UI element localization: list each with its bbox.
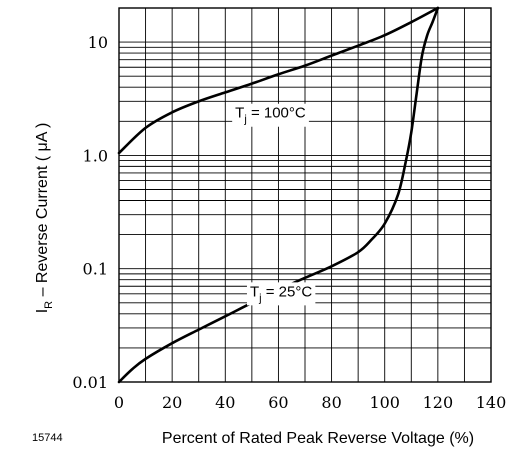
grid-lines [118, 7, 492, 383]
y-tick-label: 10 [88, 33, 108, 52]
curve-label-tj-100c: Tj = 100°C [235, 105, 306, 126]
x-tick-label: 100 [369, 393, 400, 412]
plot-frame [118, 7, 492, 383]
curve-tj-100c [117, 6, 440, 155]
y-axis-label-main: I [34, 309, 51, 313]
y-axis-label-rest: – Reverse Current ( μA ) [34, 123, 51, 301]
x-axis-label: Percent of Rated Peak Reverse Voltage (%… [162, 430, 474, 447]
y-axis-label-sub: R [43, 301, 55, 309]
data-curves [117, 6, 440, 384]
x-tick-label: 60 [268, 393, 288, 412]
y-tick-labels: 0.01 0.1 1.0 10 [72, 33, 108, 392]
curve-label-bg [246, 282, 316, 306]
curve-labels: Tj = 100°C Tj = 25°C [232, 103, 316, 306]
figure-id: 15744 [32, 432, 63, 444]
y-tick-label: 0.1 [83, 260, 108, 279]
x-tick-label: 140 [476, 393, 507, 412]
curve-label-bg [232, 103, 309, 127]
x-tick-label: 40 [215, 393, 235, 412]
curve-label-tj-25c: Tj = 25°C [250, 283, 312, 304]
curve-tj-25c [117, 6, 440, 384]
y-axis-label: IR – Reverse Current ( μA ) [34, 123, 55, 314]
x-tick-labels: 0 20 40 60 80 100 120 140 [114, 393, 506, 412]
x-tick-label: 20 [162, 393, 182, 412]
x-tick-label: 0 [114, 393, 124, 412]
y-tick-label: 1.0 [83, 146, 108, 165]
y-tick-label: 0.01 [72, 373, 108, 392]
x-tick-label: 80 [321, 393, 341, 412]
x-tick-label: 120 [423, 393, 454, 412]
